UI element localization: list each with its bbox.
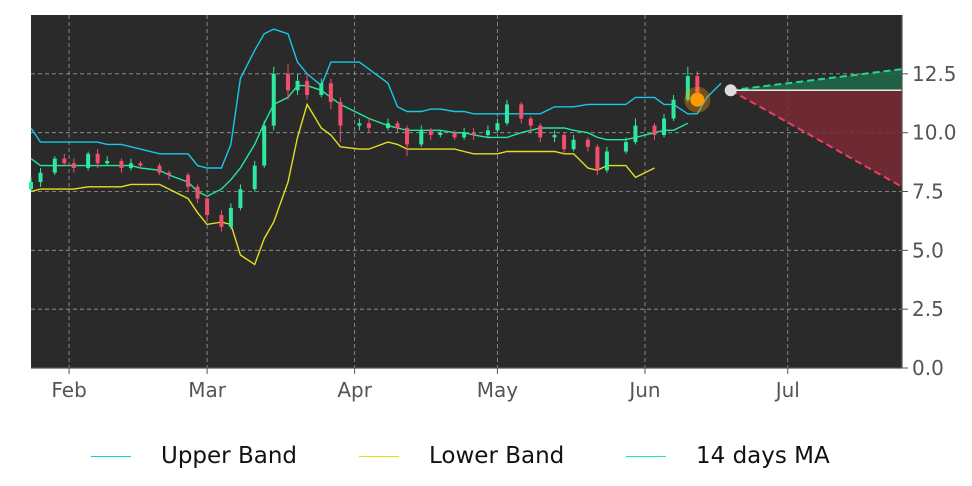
y-tick-label: 7.5 bbox=[912, 180, 944, 204]
candle-body bbox=[405, 127, 410, 145]
candle-body bbox=[528, 118, 533, 126]
legend: Upper Band Lower Band 14 days MA bbox=[0, 436, 972, 476]
candle-body bbox=[633, 125, 638, 143]
x-tick-label: Feb bbox=[51, 378, 86, 402]
x-tick-label: Jun bbox=[627, 378, 660, 402]
legend-ma-label: 14 days MA bbox=[696, 443, 830, 469]
candle-body bbox=[462, 132, 467, 138]
series-line-14-days-ma bbox=[30, 84, 689, 197]
x-tick-label: Jul bbox=[774, 378, 800, 402]
x-tick-label: Mar bbox=[188, 378, 227, 402]
candle-body bbox=[305, 80, 310, 96]
highlight-point bbox=[690, 92, 705, 107]
candle-body bbox=[662, 118, 667, 136]
y-tick-label: 0.0 bbox=[912, 356, 944, 380]
candle-body bbox=[71, 163, 76, 168]
candle-body bbox=[623, 142, 628, 152]
candle-body bbox=[228, 207, 233, 227]
candle-body bbox=[671, 99, 676, 119]
candle-body bbox=[604, 151, 609, 171]
legend-upper-band-label: Upper Band bbox=[161, 443, 298, 469]
candle-body bbox=[38, 172, 43, 183]
candlesticks bbox=[29, 64, 700, 232]
candle-body bbox=[62, 158, 67, 164]
candle-body bbox=[695, 76, 700, 93]
candle-body bbox=[205, 198, 210, 216]
candle-body bbox=[319, 83, 324, 96]
candle-body bbox=[585, 139, 590, 147]
projection-upper-line bbox=[730, 68, 903, 92]
candle-body bbox=[52, 158, 57, 173]
axes: 0.0 2.5 5.0 7.5 10.0 12.5 Feb Mar Apr May Jun Jul bbox=[31, 15, 957, 402]
candle-body bbox=[452, 132, 457, 138]
x-tick-label: May bbox=[477, 378, 519, 402]
legend-upper-band: Upper Band bbox=[91, 436, 297, 476]
last-price-point bbox=[724, 84, 737, 97]
projection-cone bbox=[730, 68, 903, 188]
bollinger-bands bbox=[30, 28, 722, 266]
candle-body bbox=[105, 160, 110, 164]
y-tick-label: 5.0 bbox=[912, 238, 944, 262]
candle-body bbox=[571, 139, 576, 150]
legend-upper-band-swatch bbox=[91, 455, 131, 457]
candle-body bbox=[238, 189, 243, 208]
y-tick-label: 10.0 bbox=[912, 121, 957, 145]
candle-body bbox=[395, 123, 400, 128]
chart-svg: 0.0 2.5 5.0 7.5 10.0 12.5 Feb Mar Apr May Jun Jul bbox=[29, 15, 957, 402]
candle-body bbox=[595, 146, 600, 171]
candle-body bbox=[95, 153, 100, 164]
markers bbox=[684, 84, 737, 113]
candle-body bbox=[438, 132, 443, 136]
candle-body bbox=[138, 163, 143, 166]
candle-body bbox=[167, 172, 172, 176]
candle-body bbox=[652, 125, 657, 136]
series-line-lower-band bbox=[30, 102, 655, 266]
candle-body bbox=[385, 123, 390, 128]
legend-ma-swatch bbox=[626, 455, 666, 457]
candle-body bbox=[219, 215, 224, 227]
projection-upper-area bbox=[730, 69, 902, 91]
candle-body bbox=[428, 130, 433, 136]
candle-body bbox=[552, 135, 557, 138]
candle-body bbox=[562, 135, 567, 150]
candle-body bbox=[495, 123, 500, 131]
legend-lower-band: Lower Band bbox=[359, 436, 564, 476]
candle-body bbox=[128, 163, 133, 168]
y-tick-label: 2.5 bbox=[912, 297, 944, 321]
x-tick-label: Apr bbox=[337, 378, 372, 402]
candle-body bbox=[419, 130, 424, 145]
candle-body bbox=[157, 165, 162, 173]
legend-ma: 14 days MA bbox=[626, 436, 830, 476]
candle-body bbox=[119, 160, 124, 168]
candle-body bbox=[262, 125, 267, 166]
candle-body bbox=[504, 104, 509, 124]
candle-body bbox=[295, 80, 300, 91]
candle-body bbox=[195, 186, 200, 199]
candle-body bbox=[271, 73, 276, 126]
candle-body bbox=[252, 165, 257, 190]
legend-lower-band-swatch bbox=[359, 455, 399, 457]
candle-body bbox=[471, 132, 476, 136]
candle-body bbox=[29, 182, 33, 190]
candle-body bbox=[338, 102, 343, 126]
candle-body bbox=[186, 175, 191, 187]
candle-body bbox=[366, 123, 371, 128]
candle-body bbox=[86, 153, 91, 168]
legend-lower-band-label: Lower Band bbox=[429, 443, 565, 469]
y-tick-label: 12.5 bbox=[912, 62, 957, 86]
candle-body bbox=[519, 104, 524, 119]
candle-body bbox=[328, 83, 333, 103]
candle-body bbox=[357, 123, 362, 126]
series-line-upper-band bbox=[30, 28, 722, 169]
candle-body bbox=[286, 73, 291, 91]
candle-body bbox=[538, 125, 543, 138]
candle-body bbox=[485, 130, 490, 136]
candle-body bbox=[685, 76, 690, 100]
